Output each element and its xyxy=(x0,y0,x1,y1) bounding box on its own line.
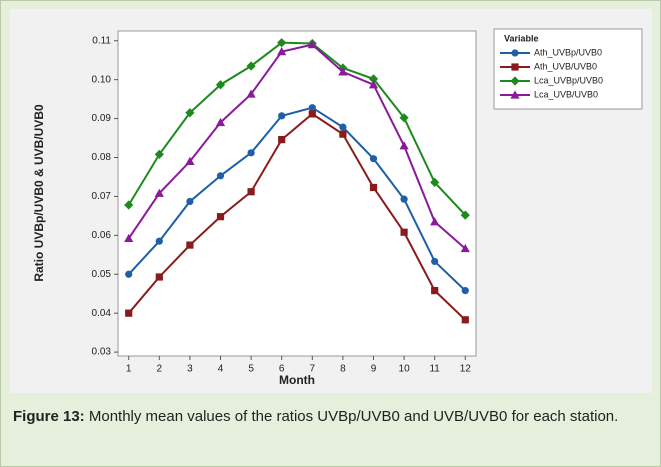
y-tick-label: 0.06 xyxy=(92,230,112,241)
data-point xyxy=(399,141,409,150)
x-tick-label: 1 xyxy=(126,364,132,375)
data-point xyxy=(247,149,255,157)
data-point xyxy=(461,316,469,324)
x-tick-label: 9 xyxy=(371,364,377,375)
data-point xyxy=(124,233,134,243)
y-tick-label: 0.09 xyxy=(92,113,112,124)
data-point xyxy=(460,243,470,253)
data-point xyxy=(216,172,225,180)
data-point xyxy=(278,112,286,120)
x-tick-label: 7 xyxy=(310,364,316,375)
legend-label: Lca_UVB/UVB0 xyxy=(534,89,598,99)
data-point xyxy=(124,200,134,210)
data-point xyxy=(185,156,195,165)
y-tick-label: 0.03 xyxy=(92,347,112,358)
data-point xyxy=(368,80,379,89)
legend-label: Lca_UVBp/UVB0 xyxy=(534,75,603,85)
y-tick-label: 0.10 xyxy=(92,74,112,85)
legend-marker xyxy=(510,90,520,99)
x-tick-label: 5 xyxy=(248,364,254,375)
data-point xyxy=(460,210,470,220)
legend-marker xyxy=(511,49,519,57)
data-point xyxy=(369,155,378,163)
x-tick-label: 4 xyxy=(218,364,224,375)
data-point xyxy=(277,38,287,48)
series-line xyxy=(127,112,466,321)
data-point xyxy=(216,213,225,221)
data-point xyxy=(368,74,379,84)
legend-label: Ath_UVB/UVB0 xyxy=(534,61,597,71)
y-tick-label: 0.11 xyxy=(92,35,111,46)
y-tick-label: 0.05 xyxy=(92,269,112,280)
series-line xyxy=(127,43,466,250)
x-tick-label: 3 xyxy=(187,364,193,375)
caption: Figure 13: Monthly mean values of the ra… xyxy=(13,405,649,429)
data-point xyxy=(308,110,316,118)
data-point xyxy=(430,177,440,188)
series-line xyxy=(127,106,466,292)
legend-marker xyxy=(511,63,519,71)
y-tick-label: 0.04 xyxy=(92,308,112,319)
data-point xyxy=(431,287,439,295)
x-tick-label: 8 xyxy=(340,364,346,375)
y-axis-label: Ratio UVBp/UVB0 & UVB/UVB0 xyxy=(32,104,46,282)
series-line xyxy=(127,41,467,216)
data-point xyxy=(155,273,163,281)
legend-label: Ath_UVBp/UVB0 xyxy=(534,47,602,57)
data-point xyxy=(215,80,226,90)
data-point xyxy=(246,61,256,71)
legend-marker xyxy=(510,76,520,86)
data-point xyxy=(278,135,286,144)
data-point xyxy=(430,217,440,226)
data-point xyxy=(399,113,409,123)
x-axis-label: Month xyxy=(279,373,315,387)
data-point xyxy=(431,257,439,266)
data-point xyxy=(308,104,316,112)
y-tick-label: 0.07 xyxy=(92,191,112,202)
x-tick-label: 6 xyxy=(279,364,285,375)
data-point xyxy=(277,47,287,56)
data-point xyxy=(154,149,164,159)
data-point xyxy=(369,183,378,192)
data-point xyxy=(154,188,164,197)
data-point xyxy=(461,287,469,295)
caption-text: Monthly mean values of the ratios UVBp/U… xyxy=(88,408,619,425)
data-point xyxy=(339,130,347,138)
data-point xyxy=(307,40,317,49)
x-tick-label: 2 xyxy=(157,364,163,375)
data-point xyxy=(125,270,133,278)
data-point xyxy=(339,123,347,131)
x-tick-label: 10 xyxy=(399,364,411,375)
legend-title: Variable xyxy=(504,33,539,43)
data-point xyxy=(400,228,408,236)
data-point xyxy=(125,309,133,317)
plot-area xyxy=(117,30,477,357)
data-point xyxy=(246,89,256,98)
data-point xyxy=(186,241,194,249)
x-tick-label: 11 xyxy=(429,364,440,375)
data-point xyxy=(186,197,194,206)
x-tick-label: 12 xyxy=(460,364,472,375)
data-point xyxy=(400,195,408,203)
data-point xyxy=(247,188,255,196)
data-point xyxy=(155,237,163,245)
caption-label: Figure 13: xyxy=(13,408,85,425)
data-point xyxy=(338,67,348,76)
data-point xyxy=(185,108,195,118)
data-point xyxy=(215,117,226,127)
chart: Month Ratio UVBp/UVB0 & UVB/UVB0 Variabl… xyxy=(10,9,652,393)
y-tick-label: 0.08 xyxy=(92,152,112,163)
